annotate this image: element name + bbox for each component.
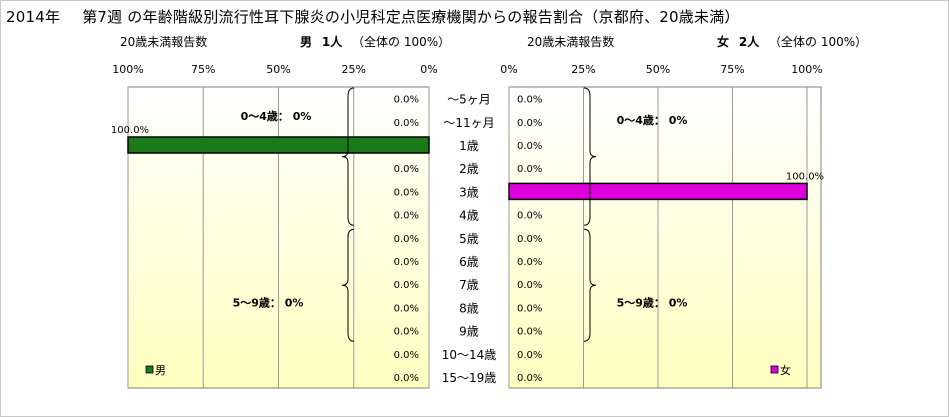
female-data-label: 0.0% [517,164,542,175]
chart-title: 2014年 第7週 の年齢階級別流行性耳下腺炎の小児科定点医療機関からの報告割合（… [6,6,740,27]
female-data-label: 0.0% [517,234,542,245]
left-sex: 男 [300,35,313,49]
left-share: （全体の 100%） [352,35,451,49]
category-label: 5歳 [459,232,479,246]
left-brace-0-4 [341,87,355,226]
male-data-label: 0.0% [394,373,419,384]
right-tick-label: 75% [720,63,744,76]
right-count-label: 20歳未満報告数 [527,35,615,49]
category-label: 10～14歳 [442,348,497,362]
male-data-label: 0.0% [394,118,419,129]
female-data-label: 0.0% [517,350,542,361]
right-sex: 女 [717,35,730,49]
male-data-label: 100.0% [111,125,149,136]
male-data-label: 0.0% [394,350,419,361]
category-label: 8歳 [459,301,479,315]
left-tick-label: 50% [266,63,290,76]
title-text: 第7週 の年齢階級別流行性耳下腺炎の小児科定点医療機関からの報告割合（京都府、2… [82,8,740,26]
male-data-label: 0.0% [394,257,419,268]
female-data-label: 0.0% [517,257,542,268]
female-data-label: 0.0% [517,327,542,338]
category-label: 3歳 [459,185,479,199]
left-tick-label: 0% [420,63,437,76]
female-bar [508,182,808,201]
right-tick-label: 0% [500,63,517,76]
female-data-label: 0.0% [517,303,542,314]
male-data-label: 0.0% [394,303,419,314]
left-group-label-5-9: 5～9歳： 0% [233,295,304,309]
left-brace-5-9 [341,228,355,342]
female-data-label: 100.0% [786,171,824,182]
category-label: 6歳 [459,255,479,269]
legend-female-label: 女 [780,363,791,377]
female-data-label: 0.0% [517,141,542,152]
male-data-label: 0.0% [394,187,419,198]
category-label: 1歳 [459,139,479,153]
right-plot-area [508,86,822,389]
male-data-label: 0.0% [394,164,419,175]
right-tick-label: 50% [646,63,670,76]
right-tick-label: 100% [791,63,822,76]
male-data-label: 0.0% [394,95,419,106]
male-data-label: 0.0% [394,211,419,222]
male-data-label: 0.0% [394,280,419,291]
right-brace-5-9 [583,228,597,342]
category-label: 2歳 [459,162,479,176]
left-count: 1人 [321,35,343,49]
left-tick-label: 75% [191,63,215,76]
female-data-label: 0.0% [517,95,542,106]
legend-female-swatch [770,365,779,374]
legend-male-swatch [145,365,154,374]
category-label: ～11ヶ月 [443,116,494,130]
left-tick-label: 25% [342,63,366,76]
right-share: （全体の 100%） [769,35,868,49]
right-summary: 女 2人 （全体の 100%） [717,33,867,50]
category-label: ～5ヶ月 [447,93,491,107]
left-count-label: 20歳未満報告数 [120,35,208,49]
male-data-label: 0.0% [394,234,419,245]
category-label: 9歳 [459,325,479,339]
female-data-label: 0.0% [517,373,542,384]
male-bar [127,136,430,154]
left-tick-label: 100% [112,63,143,76]
category-label: 7歳 [459,278,479,292]
right-brace-0-4 [583,87,597,226]
right-count: 2人 [738,35,760,49]
right-tick-label: 25% [571,63,595,76]
title-year: 2014年 [6,8,61,26]
female-data-label: 0.0% [517,211,542,222]
male-data-label: 0.0% [394,327,419,338]
category-label: 15～19歳 [442,371,497,385]
female-data-label: 0.0% [517,280,542,291]
right-group-label-5-9: 5～9歳： 0% [617,295,688,309]
female-data-label: 0.0% [517,118,542,129]
left-summary: 男 1人 （全体の 100%） [300,33,450,50]
left-group-label-0-4: 0～4歳： 0% [241,109,312,123]
right-group-label-0-4: 0～4歳： 0% [617,113,688,127]
category-label: 4歳 [459,209,479,223]
legend-male-label: 男 [155,364,166,377]
